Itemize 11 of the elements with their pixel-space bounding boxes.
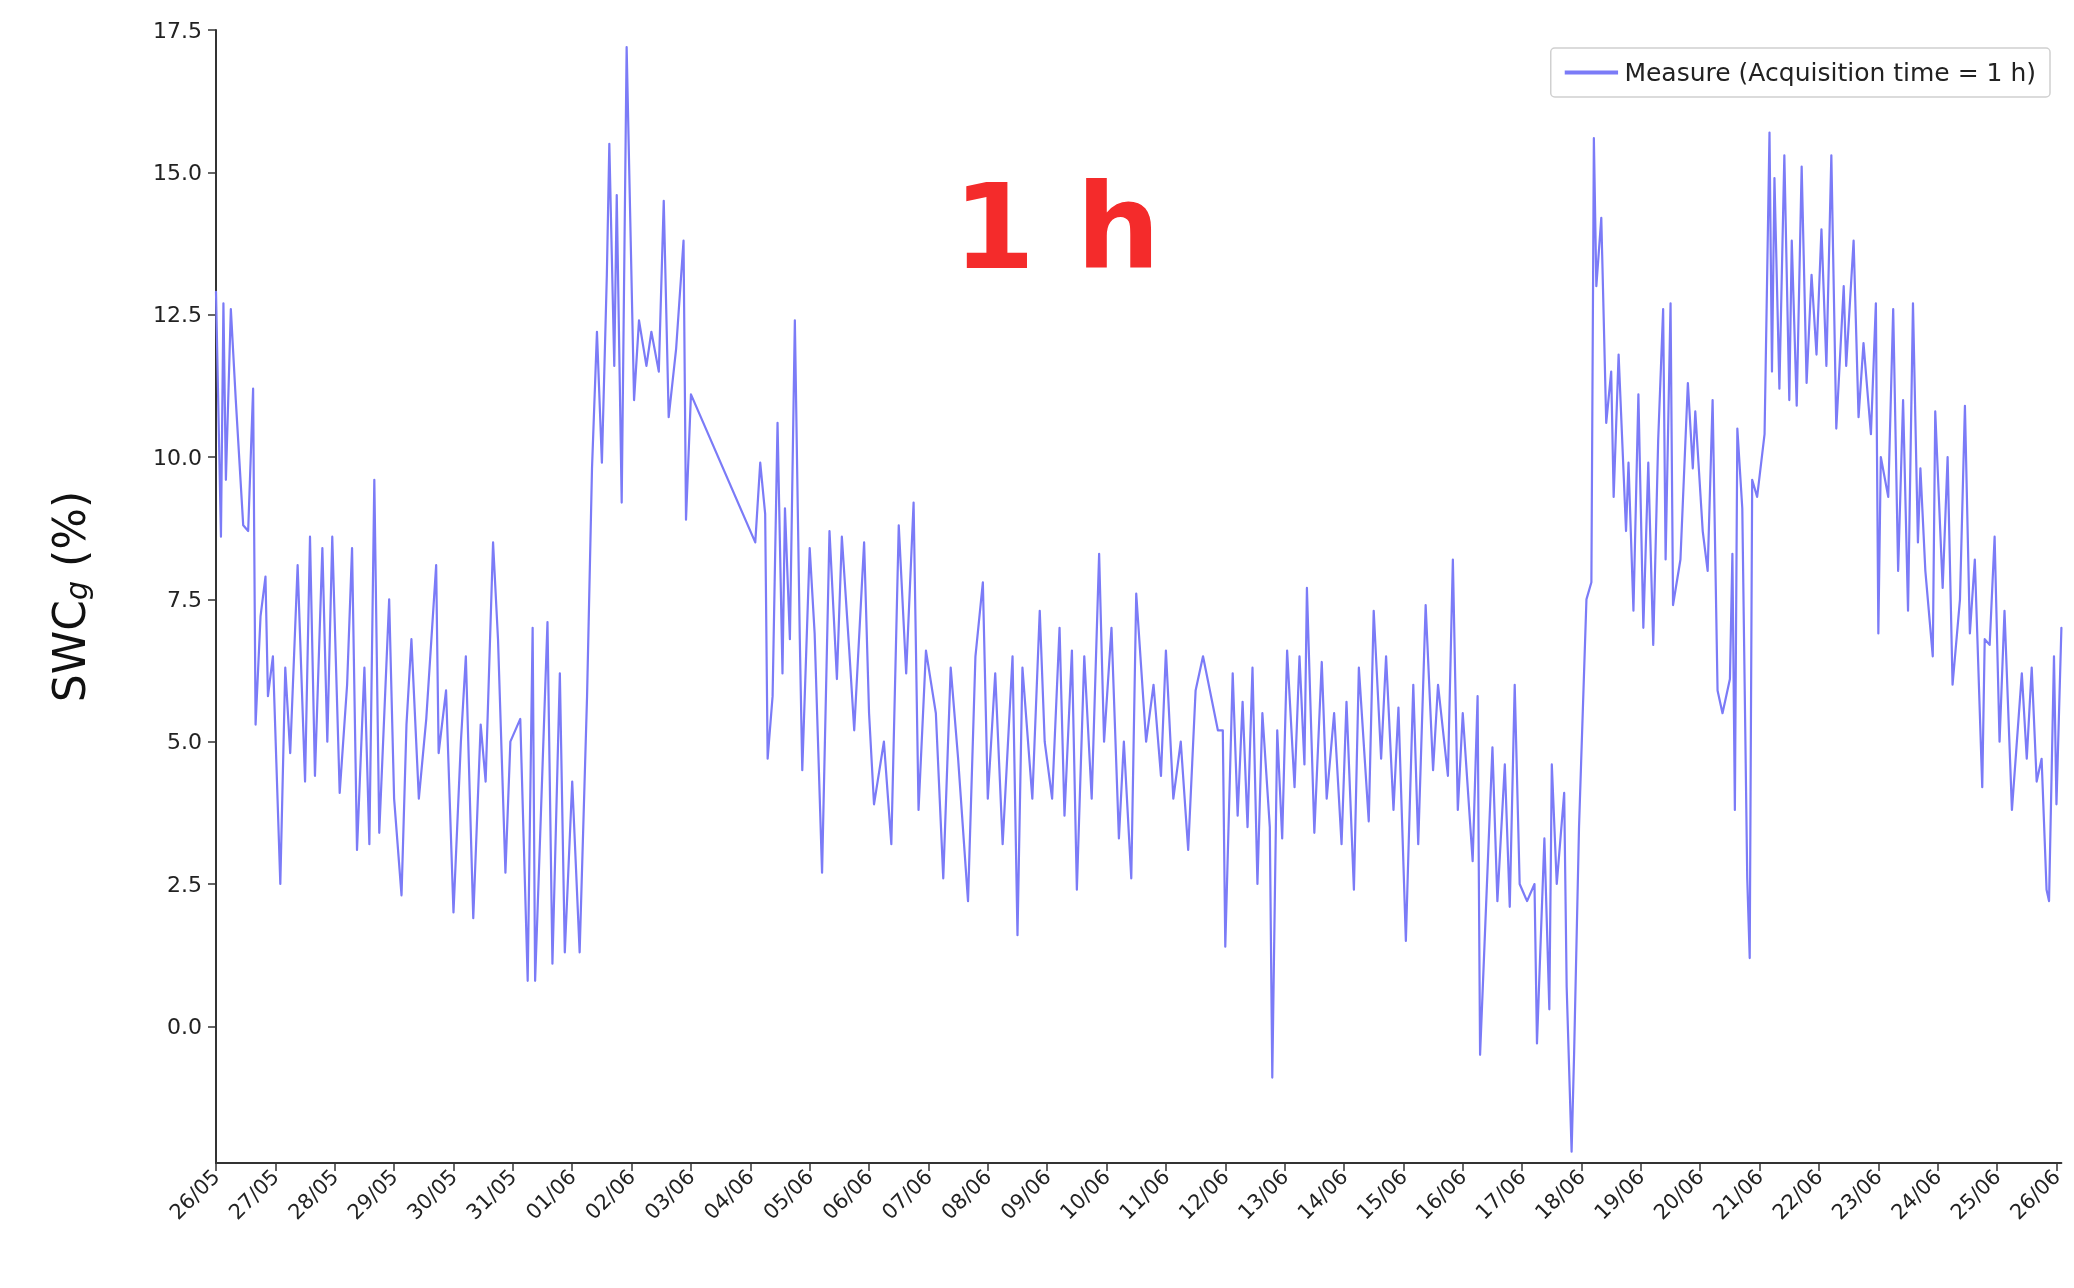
y-tick-label: 0.0 [167,1013,202,1039]
y-axis-title: SWCg (%) [43,490,95,703]
annotation: 1 h [953,158,1161,296]
y-tick-label: 17.5 [153,17,202,43]
y-tick-label: 10.0 [153,444,202,470]
y-tick-label: 15.0 [153,159,202,185]
y-tick-label: 7.5 [167,586,202,612]
y-tick-label: 2.5 [167,871,202,897]
y-tick-label: 5.0 [167,729,202,755]
legend-label: Measure (Acquisition time = 1 h) [1624,58,2037,87]
y-tick-label: 12.5 [153,302,202,328]
